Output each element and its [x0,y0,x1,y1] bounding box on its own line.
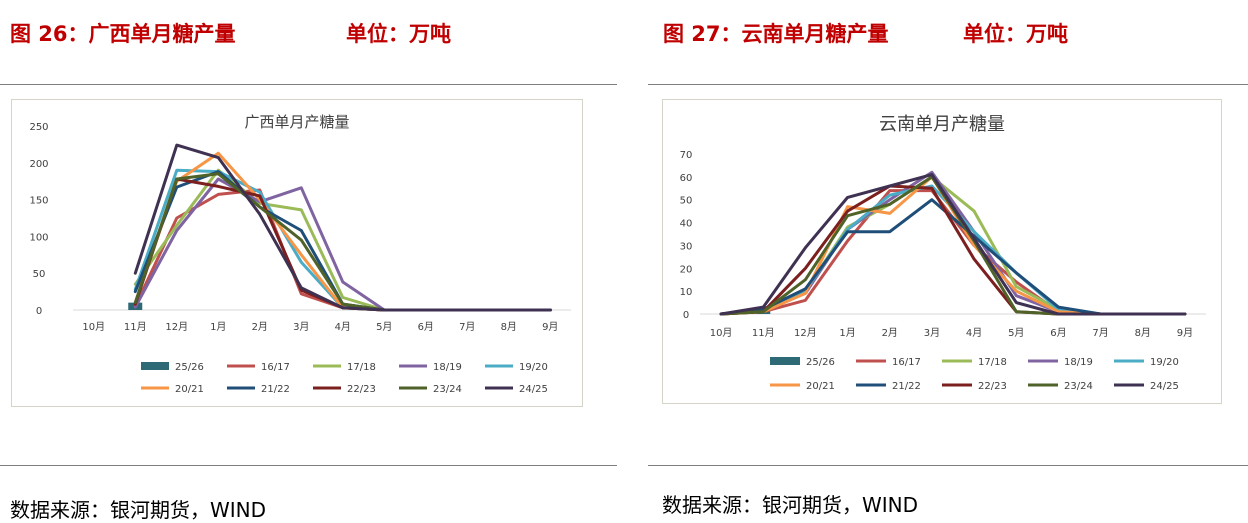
legend-label-18-19: 18/19 [433,362,462,373]
x-tick-label: 2月 [252,321,268,333]
y-tick-label: 200 [29,159,48,170]
x-tick-label: 10月 [82,321,105,333]
y-tick-label: 150 [29,196,48,207]
legend-label-16-17: 16/17 [261,362,290,373]
legend-label-18-19: 18/19 [1064,357,1093,368]
x-tick-label: 3月 [924,327,940,339]
legend-label-21-22: 21/22 [261,384,290,395]
x-tick-label: 6月 [1050,327,1066,339]
x-tick-label: 12月 [794,327,817,339]
x-tick-label: 8月 [1135,327,1151,339]
y-tick-label: 30 [680,241,693,252]
left-figure-title: 图 26：广西单月糖产量 [10,22,236,46]
y-tick-label: 0 [36,306,42,317]
left-top-divider [0,84,617,85]
y-tick-label: 50 [680,196,693,207]
x-tick-label: 1月 [210,321,226,333]
legend-label-20-21: 20/21 [806,381,835,392]
y-tick-label: 0 [683,310,689,321]
chart-title: 云南单月产糖量 [879,114,1005,135]
x-tick-label: 4月 [966,327,982,339]
chart-frame [662,99,1222,404]
chart-title: 广西单月产糖量 [244,113,349,131]
legend-label-19-20: 19/20 [1150,357,1179,368]
legend-swatch-25-26 [770,357,800,365]
legend-label-24-25: 24/25 [519,384,548,395]
left-bottom-divider [0,465,617,466]
x-tick-label: 3月 [293,321,309,333]
legend-label-17-18: 17/18 [978,357,1007,368]
legend-label-17-18: 17/18 [347,362,376,373]
legend-label-22-23: 22/23 [978,381,1007,392]
x-tick-label: 5月 [1008,327,1024,339]
y-tick-label: 40 [680,219,693,230]
legend-label-20-21: 20/21 [175,384,204,395]
legend-label-24-25: 24/25 [1150,381,1179,392]
y-tick-label: 10 [680,287,693,298]
left-source-note: 数据来源：银河期货，WIND [10,498,267,522]
right-top-divider [648,84,1248,85]
x-tick-label: 11月 [124,321,147,333]
x-tick-label: 5月 [376,321,392,333]
y-tick-label: 250 [29,122,48,133]
x-tick-label: 8月 [501,321,517,333]
legend-label-19-20: 19/20 [519,362,548,373]
legend-swatch-25-26 [141,362,169,370]
x-tick-label: 1月 [839,327,855,339]
right-source-note: 数据来源：银河期货，WIND [662,493,919,517]
right-bottom-divider [648,465,1248,466]
yunnan-sugar-chart: 云南单月产糖量 0 10 20 30 40 50 60 70 10月 11月 12月 1月 2月 3月 4月 5… [662,99,1222,404]
right-unit-label: 单位：万吨 [963,22,1068,46]
legend-label-25-26: 25/26 [175,362,204,373]
x-tick-label: 11月 [752,327,775,339]
guangxi-sugar-chart: 广西单月产糖量 0 50 100 150 200 250 10月 11月 12月 1月 2月 3月 4月 5… [11,99,583,407]
legend-label-23-24: 23/24 [1064,381,1093,392]
right-figure-title: 图 27：云南单月糖产量 [663,22,889,46]
x-tick-label: 7月 [459,321,475,333]
x-tick-label: 12月 [165,321,188,333]
y-tick-label: 60 [680,173,693,184]
y-tick-label: 50 [33,269,46,280]
left-unit-label: 单位：万吨 [346,22,451,46]
y-tick-label: 70 [680,150,693,161]
legend-label-16-17: 16/17 [892,357,921,368]
legend-label-21-22: 21/22 [892,381,921,392]
x-tick-label: 7月 [1092,327,1108,339]
x-tick-label: 10月 [710,327,733,339]
series-line-24-25 [719,173,1187,316]
x-tick-label: 9月 [542,321,558,333]
series-line-24-25 [133,143,552,312]
legend-label-23-24: 23/24 [433,384,462,395]
x-tick-label: 9月 [1177,327,1193,339]
x-tick-label: 4月 [335,321,351,333]
y-tick-label: 20 [680,264,693,275]
x-tick-label: 6月 [418,321,434,333]
y-tick-label: 100 [29,232,48,243]
legend-label-22-23: 22/23 [347,384,376,395]
legend-label-25-26: 25/26 [806,357,835,368]
x-tick-label: 2月 [882,327,898,339]
